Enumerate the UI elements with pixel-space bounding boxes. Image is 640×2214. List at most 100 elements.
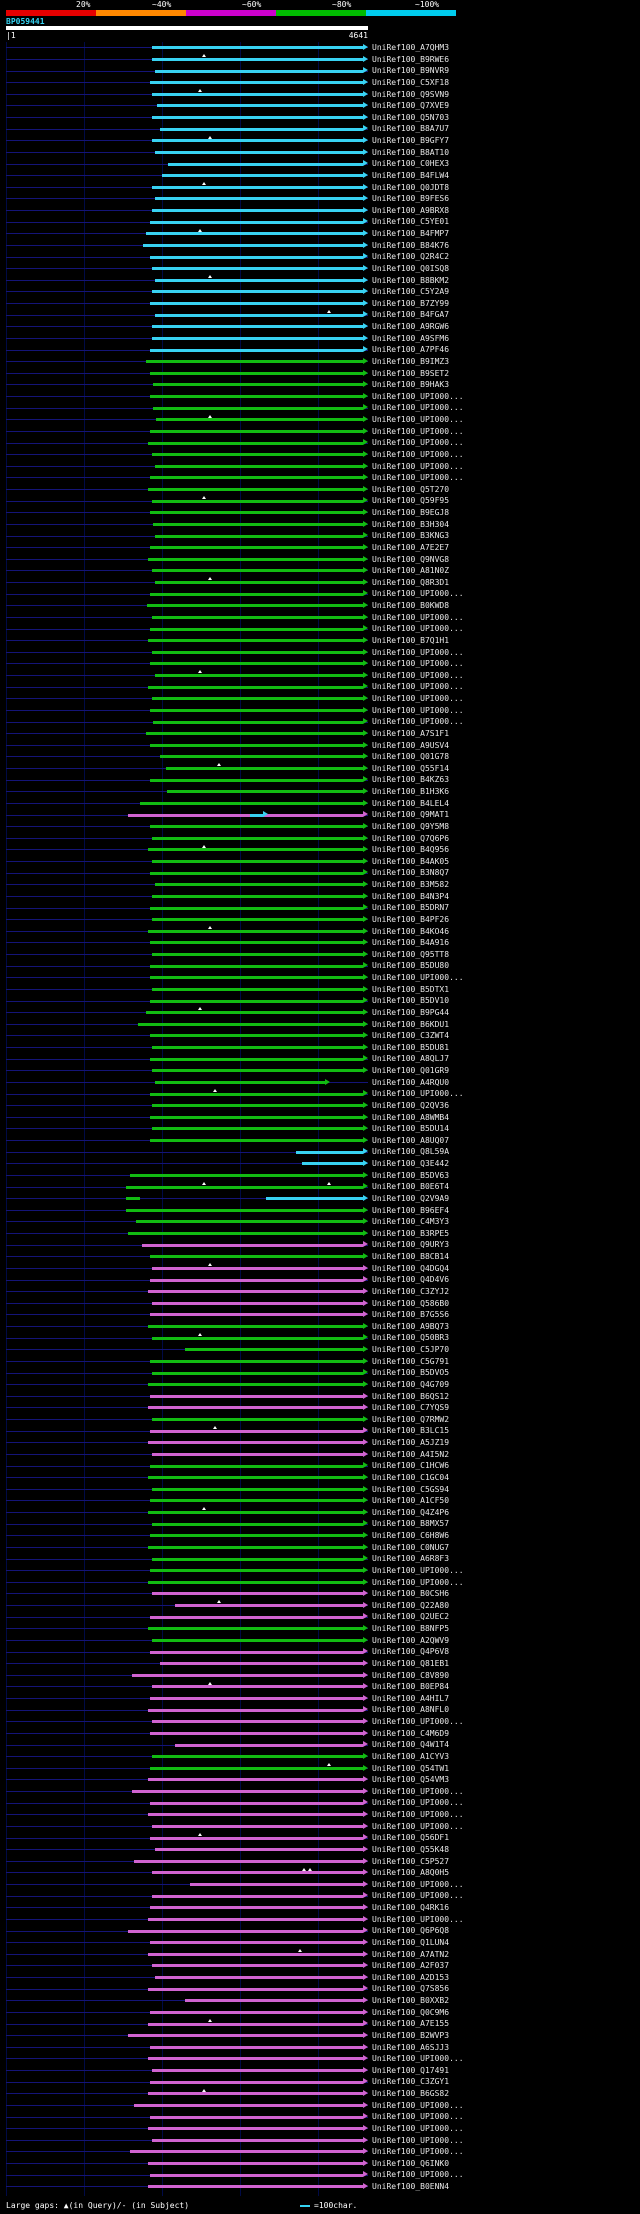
- hit-bar[interactable]: [150, 778, 363, 782]
- hit-label[interactable]: UniRef100_Q59F95: [372, 496, 450, 506]
- hit-row[interactable]: UniRef100_UPI000...: [0, 647, 640, 659]
- hit-bar[interactable]: [126, 1185, 363, 1189]
- hit-label[interactable]: UniRef100_C5JP70: [372, 1345, 450, 1354]
- hit-row[interactable]: UniRef100_A2F037: [0, 1960, 640, 1972]
- hit-label[interactable]: UniRef100_UPI000...: [372, 589, 464, 599]
- hit-bar[interactable]: [151, 1685, 363, 1689]
- hit-row[interactable]: UniRef100_B96EF4: [0, 1205, 640, 1217]
- hit-row[interactable]: UniRef100_B4FLW4: [0, 170, 640, 182]
- hit-bar[interactable]: [175, 1604, 363, 1608]
- hit-row[interactable]: UniRef100_Q0JDT8: [0, 182, 640, 194]
- hit-label[interactable]: UniRef100_UPI000...: [372, 1821, 464, 1831]
- hit-bar[interactable]: [147, 2022, 363, 2026]
- hit-bar[interactable]: [147, 2185, 363, 2189]
- hit-label[interactable]: UniRef100_B5DU14: [372, 1124, 450, 1134]
- hit-label[interactable]: UniRef100_B5DRN7: [372, 903, 450, 913]
- hit-bar[interactable]: [154, 1976, 363, 1980]
- hit-row[interactable]: UniRef100_Q4G709: [0, 1379, 640, 1391]
- hit-label[interactable]: UniRef100_B7ZY99: [372, 298, 450, 308]
- hit-label[interactable]: UniRef100_Q7Q6P6: [372, 833, 450, 843]
- hit-bar[interactable]: [150, 1534, 363, 1538]
- hit-bar[interactable]: [151, 1127, 363, 1131]
- hit-row[interactable]: UniRef100_B9GFY7: [0, 135, 640, 147]
- hit-row[interactable]: UniRef100_Q4Z4P6: [0, 1507, 640, 1519]
- hit-bar[interactable]: [150, 1278, 363, 1282]
- hit-row[interactable]: UniRef100_Q6P6Q8: [0, 1925, 640, 1937]
- hit-label[interactable]: UniRef100_B4PF26: [372, 914, 450, 924]
- hit-bar[interactable]: [150, 1092, 363, 1096]
- hit-row[interactable]: UniRef100_Q95TT8: [0, 949, 640, 961]
- hit-bar[interactable]: [302, 1162, 363, 1166]
- hit-row[interactable]: UniRef100_Q17491: [0, 2065, 640, 2077]
- hit-row[interactable]: UniRef100_UPI000...: [0, 402, 640, 414]
- hit-label[interactable]: UniRef100_B8NFP5: [372, 1624, 450, 1633]
- hit-row[interactable]: UniRef100_Q2R4C2: [0, 251, 640, 263]
- hit-row[interactable]: UniRef100_B5DU14: [0, 1123, 640, 1135]
- hit-bar[interactable]: [157, 104, 363, 108]
- hit-label[interactable]: UniRef100_UPI000...: [372, 2147, 464, 2157]
- hit-row[interactable]: UniRef100_B6KDU1: [0, 1019, 640, 1031]
- hit-label[interactable]: UniRef100_UPI000...: [372, 2123, 464, 2133]
- hit-label[interactable]: UniRef100_UPI000...: [372, 2135, 464, 2145]
- hit-label[interactable]: UniRef100_UPI000...: [372, 659, 464, 669]
- hit-label[interactable]: UniRef100_B4FMP7: [372, 229, 450, 238]
- hit-label[interactable]: UniRef100_Q4DGQ4: [372, 1263, 450, 1273]
- hit-bar[interactable]: [151, 836, 363, 840]
- hit-bar[interactable]: [127, 813, 363, 817]
- hit-label[interactable]: UniRef100_C5XF18: [372, 77, 450, 87]
- hit-row[interactable]: UniRef100_B9PG44: [0, 1007, 640, 1019]
- hit-label[interactable]: UniRef100_UPI000...: [372, 1798, 464, 1808]
- hit-label[interactable]: UniRef100_UPI000...: [372, 973, 464, 982]
- hit-label[interactable]: UniRef100_Q8L59A: [372, 1147, 450, 1157]
- hit-row[interactable]: UniRef100_UPI000...: [0, 1786, 640, 1798]
- hit-row[interactable]: UniRef100_Q4RK16: [0, 1902, 640, 1914]
- hit-bar[interactable]: [150, 1906, 363, 1910]
- hit-bar[interactable]: [151, 1638, 363, 1642]
- hit-label[interactable]: UniRef100_A8WMB4: [372, 1112, 450, 1122]
- hit-label[interactable]: UniRef100_B3H304: [372, 519, 450, 529]
- hit-label[interactable]: UniRef100_A1CF50: [372, 1496, 450, 1506]
- hit-bar[interactable]: [136, 1220, 363, 1224]
- hit-label[interactable]: UniRef100_B8BKM2: [372, 275, 450, 285]
- hit-label[interactable]: UniRef100_B5DTX1: [372, 984, 450, 994]
- hit-bar[interactable]: [150, 546, 363, 550]
- hit-bar[interactable]: [151, 1522, 363, 1526]
- hit-row[interactable]: UniRef100_B0XXB2: [0, 1995, 640, 2007]
- hit-label[interactable]: UniRef100_A4I5N2: [372, 1449, 450, 1459]
- hit-row[interactable]: UniRef100_A5JZ19: [0, 1437, 640, 1449]
- hit-row[interactable]: UniRef100_Q9MAT1: [0, 809, 640, 821]
- hit-bar[interactable]: [150, 1697, 363, 1701]
- hit-row[interactable]: UniRef100_B1H3K6: [0, 786, 640, 798]
- hit-row[interactable]: UniRef100_B3LC15: [0, 1425, 640, 1437]
- hit-label[interactable]: UniRef100_Q01G78: [372, 752, 450, 762]
- hit-row[interactable]: UniRef100_Q586B0: [0, 1298, 640, 1310]
- hit-label[interactable]: UniRef100_UPI000...: [372, 612, 464, 622]
- hit-bar[interactable]: [150, 1313, 363, 1317]
- hit-bar[interactable]: [150, 1766, 363, 1770]
- hit-label[interactable]: UniRef100_Q50BR3: [372, 1333, 450, 1343]
- hit-bar[interactable]: [150, 2010, 363, 2014]
- hit-row[interactable]: UniRef100_A7S1F1: [0, 728, 640, 740]
- hit-bar[interactable]: [151, 185, 363, 189]
- hit-label[interactable]: UniRef100_Q95TT8: [372, 949, 450, 959]
- hit-row[interactable]: UniRef100_B4KZ63: [0, 774, 640, 786]
- hit-row[interactable]: UniRef100_Q7XVE9: [0, 100, 640, 112]
- hit-bar[interactable]: [151, 209, 363, 213]
- hit-label[interactable]: UniRef100_B8A7U7: [372, 124, 450, 134]
- hit-bar[interactable]: [296, 1150, 363, 1154]
- hit-row[interactable]: UniRef100_C5G791: [0, 1356, 640, 1368]
- hit-label[interactable]: UniRef100_Q9URY3: [372, 1240, 450, 1250]
- hit-bar[interactable]: [153, 522, 363, 526]
- hit-label[interactable]: UniRef100_A7E155: [372, 2019, 450, 2029]
- hit-label[interactable]: UniRef100_B4A916: [372, 938, 450, 948]
- hit-bar[interactable]: [151, 1871, 363, 1875]
- hit-bar[interactable]: [133, 1859, 363, 1863]
- hit-row[interactable]: UniRef100_A7E155: [0, 2018, 640, 2030]
- hit-label[interactable]: UniRef100_Q2R4C2: [372, 252, 450, 262]
- hit-bar[interactable]: [151, 290, 363, 294]
- hit-row[interactable]: UniRef100_B9NVR9: [0, 65, 640, 77]
- hit-row[interactable]: UniRef100_B7Q1H1: [0, 635, 640, 647]
- hit-label[interactable]: UniRef100_Q54VM3: [372, 1775, 450, 1785]
- hit-label[interactable]: UniRef100_Q4G709: [372, 1379, 450, 1389]
- hit-row[interactable]: UniRef100_Q56DF1: [0, 1832, 640, 1844]
